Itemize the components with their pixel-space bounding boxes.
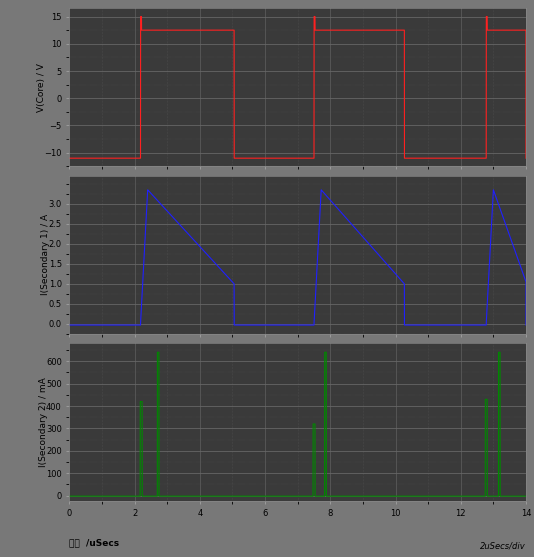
Text: 时间  /uSecs: 时间 /uSecs: [69, 539, 120, 548]
Text: 2uSecs/div: 2uSecs/div: [480, 541, 526, 550]
Y-axis label: V(Core) / V: V(Core) / V: [37, 63, 46, 112]
Y-axis label: I(Secondary 2) / mA: I(Secondary 2) / mA: [38, 378, 48, 467]
Y-axis label: I(Secondary 1) / A: I(Secondary 1) / A: [41, 214, 50, 295]
